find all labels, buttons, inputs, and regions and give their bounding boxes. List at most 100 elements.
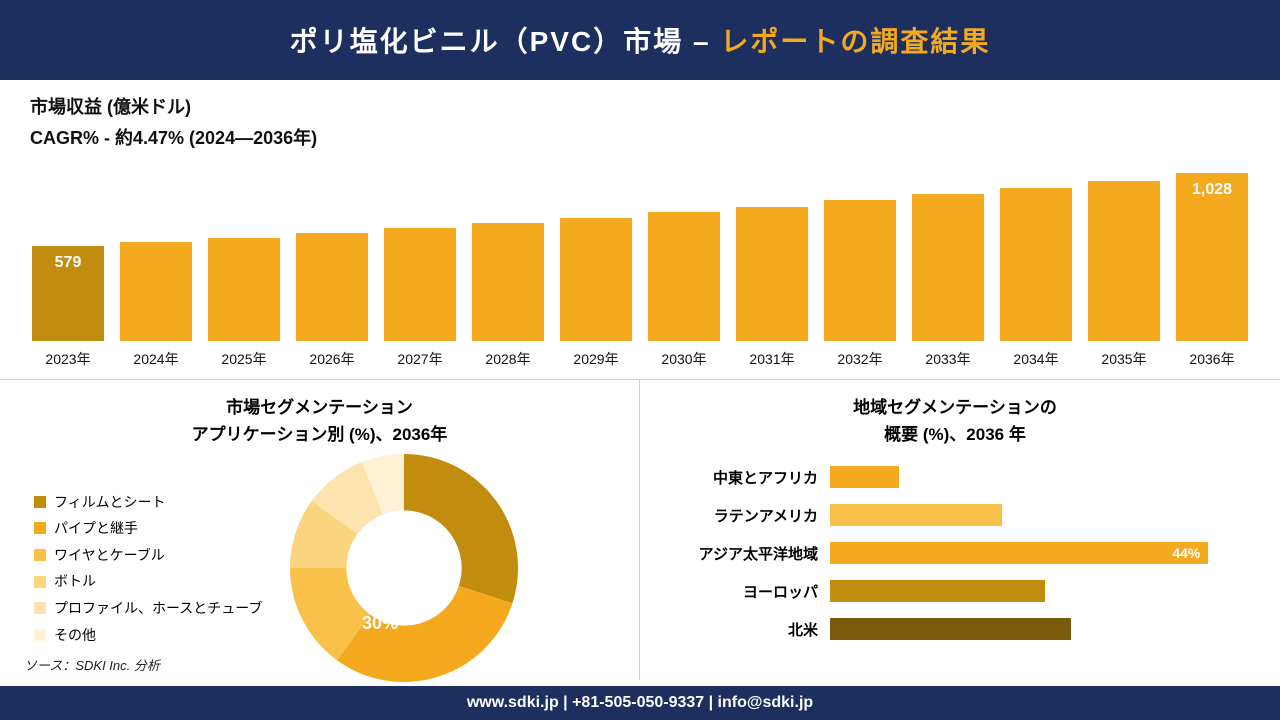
hbar-label: ヨーロッパ <box>650 581 830 602</box>
revenue-bar <box>736 207 808 342</box>
revenue-bar <box>296 233 368 341</box>
legend-item: ワイヤとケーブル <box>34 542 274 569</box>
revenue-bar <box>472 223 544 341</box>
region-panel: 地域セグメンテーションの 概要 (%)、2036 年 中東とアフリカラテンアメリ… <box>640 380 1280 680</box>
bar-xlabel: 2035年 <box>1101 349 1146 369</box>
revenue-bar <box>1000 188 1072 341</box>
legend-label: パイプと継手 <box>54 515 138 542</box>
donut-chart: 30% <box>284 448 524 688</box>
legend-swatch <box>34 522 46 534</box>
bar-xlabel: 2026年 <box>309 349 354 369</box>
bar-column: 2026年 <box>294 233 370 369</box>
bar-column: 2027年 <box>382 228 458 369</box>
bar-xlabel: 2023年 <box>45 349 90 369</box>
bar-value-label: 579 <box>32 254 104 272</box>
bar-xlabel: 2024年 <box>133 349 178 369</box>
legend-item: その他 <box>34 622 274 649</box>
hbar <box>830 504 1002 526</box>
footer-bar: www.sdki.jp | +81-505-050-9337 | info@sd… <box>0 686 1280 720</box>
bar-column: 2033年 <box>910 194 986 369</box>
hbar: 44% <box>830 542 1208 564</box>
hbar-track <box>830 580 1260 602</box>
bar-column: 1,028 2036年 <box>1174 173 1250 369</box>
legend-item: プロファイル、ホースとチューブ <box>34 595 274 622</box>
legend-item: ボトル <box>34 568 274 595</box>
revenue-title: 市場収益 (億米ドル) <box>30 92 1250 123</box>
bar-xlabel: 2031年 <box>749 349 794 369</box>
revenue-section: 市場収益 (億米ドル) CAGR% - 約4.47% (2024―2036年) … <box>0 80 1280 380</box>
bar-column: 2035年 <box>1086 181 1162 369</box>
bar-xlabel: 2030年 <box>661 349 706 369</box>
bar-column: 2025年 <box>206 238 282 369</box>
source-text: ソース：SDKI Inc. 分析 <box>24 655 160 674</box>
revenue-bar <box>120 242 192 341</box>
bottom-section: 市場セグメンテーション アプリケーション別 (%)、2036年 フィルムとシート… <box>0 380 1280 680</box>
revenue-bar <box>648 212 720 341</box>
bar-column: 2034年 <box>998 188 1074 369</box>
revenue-bar <box>1088 181 1160 341</box>
legend-swatch <box>34 549 46 561</box>
revenue-bar-chart: 579 2023年 2024年 2025年 2026年 2027年 2028年 2029年 20… <box>30 159 1250 369</box>
donut-slice <box>404 454 518 603</box>
bar-column: 2029年 <box>558 218 634 369</box>
hbar-track <box>830 504 1260 526</box>
hbar-label: ラテンアメリカ <box>650 505 830 526</box>
legend-swatch <box>34 629 46 641</box>
legend-swatch <box>34 602 46 614</box>
legend-swatch <box>34 496 46 508</box>
donut-title: 市場セグメンテーション アプリケーション別 (%)、2036年 <box>24 394 615 448</box>
bar-value-label: 1,028 <box>1176 181 1248 199</box>
legend-item: パイプと継手 <box>34 515 274 542</box>
hbar-row: 中東とアフリカ <box>650 458 1260 496</box>
hbar <box>830 580 1045 602</box>
revenue-bar: 1,028 <box>1176 173 1248 341</box>
hbar-row: ラテンアメリカ <box>650 496 1260 534</box>
revenue-bar: 579 <box>32 246 104 341</box>
legend-label: その他 <box>54 622 96 649</box>
header-title-orange: レポートの調査結果 <box>720 26 990 57</box>
bar-xlabel: 2032年 <box>837 349 882 369</box>
bar-xlabel: 2028年 <box>485 349 530 369</box>
bar-column: 2032年 <box>822 200 898 369</box>
bar-xlabel: 2027年 <box>397 349 442 369</box>
revenue-bar <box>912 194 984 341</box>
legend-item: フィルムとシート <box>34 489 274 516</box>
legend-label: ワイヤとケーブル <box>54 542 165 569</box>
region-title: 地域セグメンテーションの 概要 (%)、2036 年 <box>650 394 1260 448</box>
revenue-bar <box>384 228 456 341</box>
hbar-track: 44% <box>830 542 1260 564</box>
legend-label: プロファイル、ホースとチューブ <box>54 595 262 622</box>
legend-label: フィルムとシート <box>54 489 165 516</box>
bar-column: 2028年 <box>470 223 546 369</box>
region-hbar-chart: 中東とアフリカラテンアメリカアジア太平洋地域 44% ヨーロッパ北米 <box>650 458 1260 648</box>
legend-label: ボトル <box>54 568 96 595</box>
hbar-value: 44% <box>1172 542 1200 564</box>
donut-panel: 市場セグメンテーション アプリケーション別 (%)、2036年 フィルムとシート… <box>0 380 640 680</box>
revenue-bar <box>208 238 280 341</box>
bar-xlabel: 2029年 <box>573 349 618 369</box>
bar-xlabel: 2025年 <box>221 349 266 369</box>
bar-column: 2024年 <box>118 242 194 369</box>
donut-legend: フィルムとシートパイプと継手ワイヤとケーブルボトルプロファイル、ホースとチューブ… <box>24 483 284 655</box>
revenue-labels: 市場収益 (億米ドル) CAGR% - 約4.47% (2024―2036年) <box>30 92 1250 153</box>
hbar-row: 北米 <box>650 610 1260 648</box>
bar-column: 2030年 <box>646 212 722 369</box>
bar-xlabel: 2036年 <box>1189 349 1234 369</box>
hbar <box>830 618 1071 640</box>
revenue-bar <box>560 218 632 341</box>
legend-swatch <box>34 576 46 588</box>
hbar-track <box>830 618 1260 640</box>
header-title-white: ポリ塩化ビニル（PVC）市場 – <box>290 26 711 57</box>
hbar-label: 北米 <box>650 619 830 640</box>
hbar-row: ヨーロッパ <box>650 572 1260 610</box>
hbar-track <box>830 466 1260 488</box>
header-banner: ポリ塩化ビニル（PVC）市場 – レポートの調査結果 <box>0 0 1280 80</box>
hbar-label: アジア太平洋地域 <box>650 543 830 564</box>
bar-column: 579 2023年 <box>30 246 106 369</box>
hbar-row: アジア太平洋地域 44% <box>650 534 1260 572</box>
bar-xlabel: 2033年 <box>925 349 970 369</box>
hbar <box>830 466 899 488</box>
revenue-bar <box>824 200 896 341</box>
bar-column: 2031年 <box>734 207 810 370</box>
hbar-label: 中東とアフリカ <box>650 467 830 488</box>
